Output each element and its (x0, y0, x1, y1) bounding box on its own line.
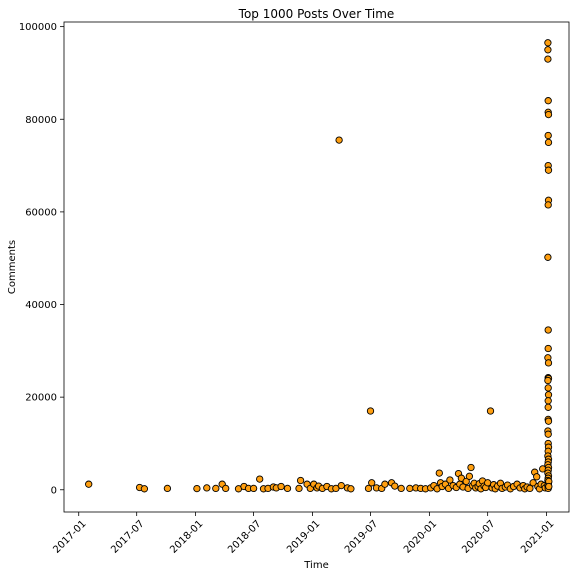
y-tick-label: 0 (51, 485, 57, 496)
data-point (544, 131, 552, 140)
data-point (222, 484, 230, 493)
y-tick-label: 100000 (19, 22, 57, 33)
x-tick-label: 2019-01 (285, 518, 322, 555)
x-axis-label: Time (303, 560, 328, 571)
data-point (435, 469, 443, 477)
data-point (486, 407, 495, 415)
data-point (203, 484, 211, 492)
x-tick-label: 2017-01 (51, 518, 88, 555)
y-tick-label: 60000 (25, 207, 57, 218)
data-point (85, 480, 93, 488)
data-point (335, 136, 343, 144)
data-point (256, 475, 264, 483)
data-point (381, 480, 389, 488)
data-point (368, 479, 376, 487)
y-tick-label: 40000 (25, 300, 57, 311)
x-tick-label: 2020-07 (460, 518, 497, 555)
x-tick-label: 2018-01 (168, 518, 205, 555)
data-point (295, 484, 303, 493)
data-point (406, 484, 414, 493)
data-point (544, 397, 552, 405)
data-point (544, 384, 552, 392)
x-axis: 2017-01 2017-07 2018-01 2018-07 2019-01 2019-… (51, 512, 556, 556)
data-point (467, 463, 475, 472)
data-point (544, 344, 552, 353)
x-tick-label: 2017-07 (109, 518, 146, 555)
data-point (533, 473, 541, 481)
plot-frame (63, 21, 570, 513)
x-tick-label: 2018-07 (226, 518, 263, 555)
x-tick-label: 2021-01 (519, 518, 556, 555)
data-point (544, 46, 552, 54)
data-point (544, 403, 552, 411)
data-point (544, 55, 552, 63)
data-point (296, 476, 305, 485)
data-point (163, 484, 172, 493)
data-point (544, 326, 552, 334)
data-point (544, 110, 553, 119)
x-tick-label: 2020-01 (402, 518, 439, 555)
data-point (249, 484, 258, 493)
data-point (544, 430, 552, 438)
data-point (544, 359, 553, 367)
data-point (545, 482, 553, 491)
data-point (277, 482, 285, 491)
y-tick-label: 20000 (25, 393, 57, 404)
data-point (544, 39, 552, 47)
data-point (283, 484, 292, 493)
data-point (529, 479, 537, 487)
data-point (397, 484, 405, 493)
y-tick-label: 80000 (25, 115, 57, 126)
data-point (462, 477, 470, 486)
data-point (544, 391, 553, 399)
data-point (212, 484, 220, 493)
data-point (465, 472, 474, 480)
data-point (544, 417, 553, 425)
data-point (391, 482, 399, 490)
data-point (364, 484, 373, 493)
data-points (85, 39, 553, 493)
data-point (347, 485, 355, 493)
data-point (446, 476, 454, 484)
x-tick-label: 2019-07 (343, 518, 380, 555)
data-point (140, 485, 149, 493)
data-point (526, 484, 534, 493)
data-point (193, 484, 201, 493)
y-axis: 0 20000 40000 60000 80000 100000 (19, 22, 64, 496)
data-point (544, 376, 552, 385)
y-axis-label: Comments (7, 240, 18, 294)
data-point (544, 201, 552, 209)
data-point (544, 166, 553, 174)
data-point (544, 138, 553, 147)
data-point (337, 481, 345, 490)
data-point (366, 407, 375, 415)
chart-title: Top 1000 Posts Over Time (238, 7, 395, 21)
data-point (544, 97, 552, 105)
data-point (544, 253, 552, 261)
